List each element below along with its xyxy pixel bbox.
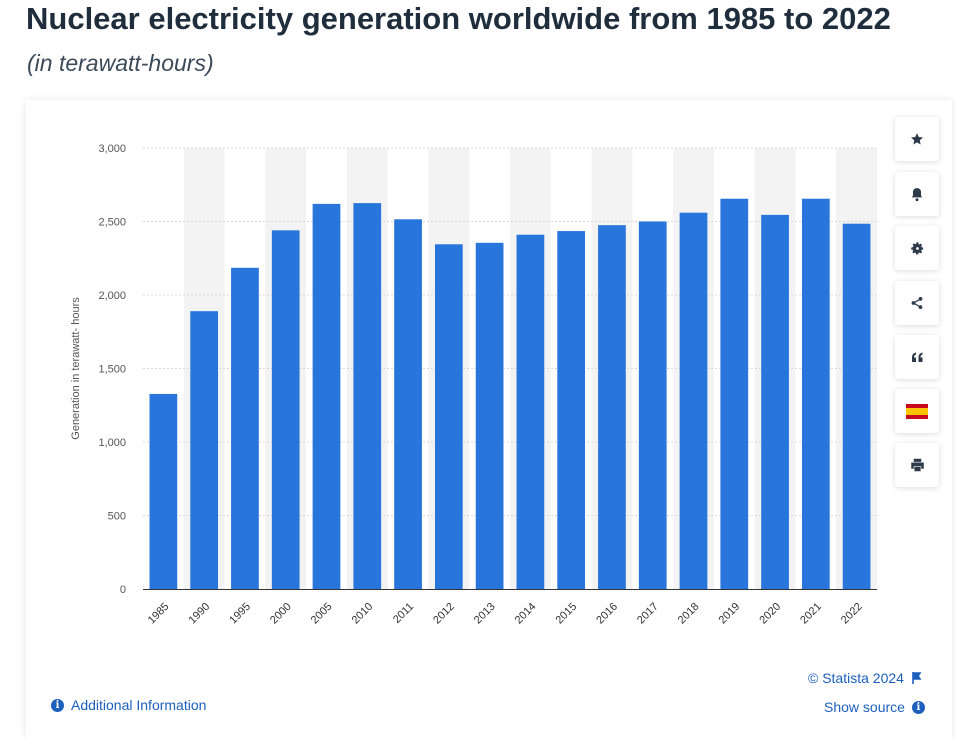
y-tick-label: 3,000 [98, 143, 126, 155]
y-axis-label: Generation in terawatt- hours [70, 297, 82, 440]
bar-2020 [761, 214, 789, 589]
x-tick-label: 2010 [350, 601, 376, 627]
bar-2012 [434, 244, 463, 589]
page-title: Nuclear electricity generation worldwide… [26, 1, 891, 36]
bar-1985 [149, 393, 178, 589]
notification-button[interactable] [895, 172, 939, 216]
bar-2016 [598, 225, 626, 590]
bar-2005 [312, 203, 341, 590]
language-button[interactable] [895, 389, 939, 433]
quote-icon [911, 352, 922, 362]
y-tick-label: 0 [120, 584, 126, 596]
x-tick-label: 2013 [472, 601, 498, 627]
share-button[interactable] [895, 281, 939, 325]
y-tick-label: 2,500 [98, 217, 126, 229]
x-tick-label: 1985 [146, 601, 172, 627]
x-tick-label: 1995 [227, 601, 253, 627]
x-tick-label: 2019 [717, 601, 743, 627]
bar-2000 [271, 230, 300, 589]
statista-credit[interactable]: © Statista 2024 [808, 670, 922, 686]
bell-icon [911, 187, 923, 201]
bar-2014 [516, 234, 545, 590]
printer-icon [910, 458, 924, 472]
x-tick-label: 2000 [268, 601, 294, 627]
x-tick-label: 2022 [839, 601, 865, 627]
bar-2019 [720, 198, 749, 589]
x-tick-label: 2015 [553, 601, 579, 627]
cite-button[interactable] [895, 335, 939, 379]
info-icon: i [51, 698, 64, 712]
x-tick-label: 2017 [635, 601, 661, 627]
bar-2017 [638, 221, 667, 589]
spain-flag-icon [906, 403, 928, 419]
bar-2015 [557, 231, 586, 589]
bar-2011 [394, 219, 422, 590]
bar-2021 [801, 198, 830, 589]
y-tick-label: 2,000 [98, 290, 126, 302]
page-subtitle: (in terawatt-hours) [27, 50, 214, 76]
y-tick-label: 1,500 [98, 364, 126, 376]
x-tick-label: 2020 [757, 601, 783, 627]
gear-icon [910, 241, 923, 254]
bar-2013 [475, 242, 504, 589]
bar-2010 [353, 203, 382, 589]
bar-1990 [190, 311, 219, 589]
credit-text: © Statista 2024 [808, 670, 904, 686]
additional-information-label: Additional Information [71, 697, 207, 713]
bar-1995 [231, 267, 259, 589]
share-icon [911, 297, 923, 309]
print-button[interactable] [895, 443, 939, 487]
show-source-link[interactable]: Show source i [824, 699, 925, 715]
x-tick-label: 2021 [798, 601, 824, 627]
bar-2022 [842, 223, 871, 589]
x-tick-label: 2005 [309, 601, 335, 627]
bar-2018 [679, 212, 708, 589]
x-tick-label: 2018 [676, 601, 702, 627]
x-tick-label: 2011 [391, 601, 416, 626]
additional-information-link[interactable]: i Additional Information [51, 697, 206, 713]
x-tick-label: 1990 [186, 601, 212, 627]
x-tick-label: 2016 [594, 601, 620, 627]
x-tick-label: 2012 [431, 601, 457, 627]
star-icon [911, 133, 923, 145]
settings-button[interactable] [895, 226, 939, 270]
favorite-button[interactable] [895, 117, 939, 161]
flag-icon [912, 672, 922, 684]
y-tick-label: 500 [108, 511, 126, 523]
y-tick-label: 1,000 [98, 437, 126, 449]
info-icon: i [911, 700, 925, 714]
show-source-label: Show source [824, 699, 905, 715]
x-tick-label: 2014 [513, 601, 539, 627]
